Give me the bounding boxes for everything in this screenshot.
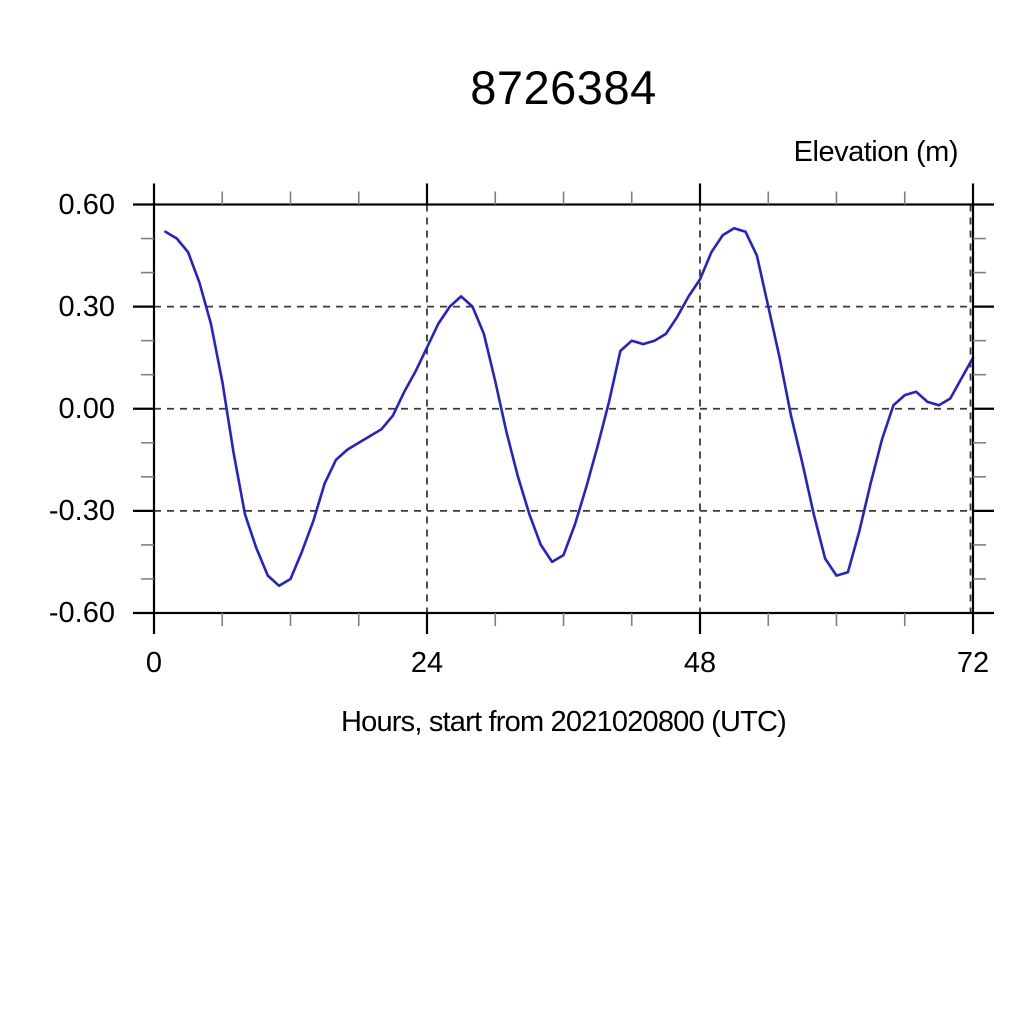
x-tick-label: 24	[410, 647, 444, 679]
y-tick-label: 0.00	[58, 392, 115, 425]
y-tick-label: -0.60	[48, 597, 115, 629]
y-tick-label: -0.30	[48, 494, 115, 527]
x-tick-label: 0	[145, 647, 163, 679]
y-axis-title: Elevation (m)	[793, 136, 959, 168]
x-tick-label: 72	[956, 647, 990, 679]
x-tick-label: 48	[683, 647, 717, 679]
chart-title: 8726384	[470, 61, 657, 114]
elevation-line	[164, 227, 975, 588]
y-tick-label: 0.60	[58, 188, 115, 221]
y-tick-label: 0.30	[58, 290, 115, 323]
x-axis-title: Hours, start from 2021020800 (UTC)	[340, 706, 787, 738]
